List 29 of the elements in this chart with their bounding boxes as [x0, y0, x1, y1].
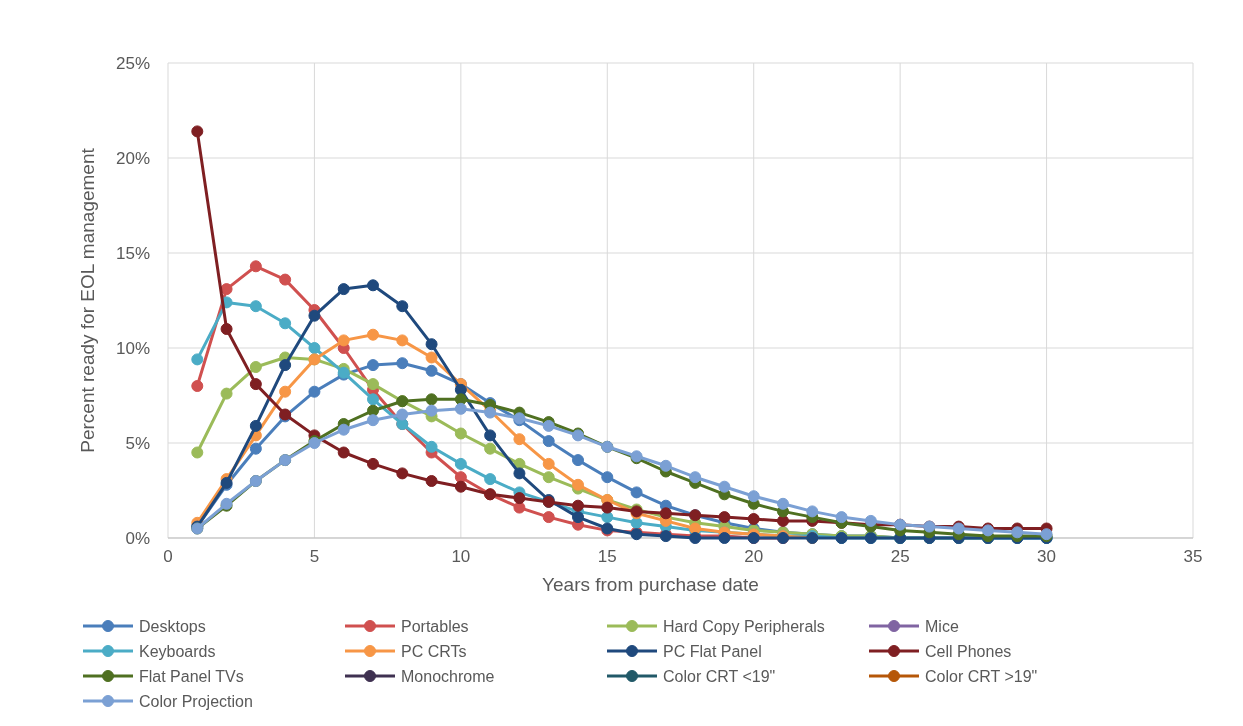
legend-label: Monochrome	[401, 667, 495, 685]
x-axis-title: Years from purchase date	[542, 574, 759, 595]
legend-label: Flat Panel TVs	[139, 667, 244, 685]
y-tick-label: 10%	[115, 338, 150, 358]
legend-label: Desktops	[139, 617, 206, 635]
x-tick-label: 25	[890, 547, 910, 566]
y-tick-label: 0%	[125, 528, 150, 548]
y-tick-label: 5%	[125, 433, 150, 453]
legend-label: PC CRTs	[401, 642, 467, 660]
legend-label: PC Flat Panel	[663, 642, 762, 660]
x-tick-label: 5	[309, 547, 320, 566]
legend-label: Mice	[925, 617, 959, 635]
x-tick-label: 35	[1183, 547, 1203, 566]
legend-label: Color CRT <19"	[663, 667, 776, 685]
x-tick-label: 10	[451, 547, 471, 566]
x-tick-label: 0	[163, 547, 173, 566]
x-tick-label: 30	[1037, 547, 1057, 566]
y-tick-label: 15%	[115, 243, 150, 263]
x-tick-label: 15	[597, 547, 617, 566]
x-tick-label: 20	[744, 547, 764, 566]
legend-label: Color Projection	[139, 692, 253, 710]
legend-label: Color CRT >19"	[925, 667, 1038, 685]
y-tick-label: 25%	[115, 53, 150, 73]
y-tick-label: 20%	[115, 148, 150, 168]
legend-label: Portables	[401, 617, 469, 635]
legend-label: Cell Phones	[925, 642, 1012, 660]
legend-label: Keyboards	[139, 642, 216, 660]
legend-label: Hard Copy Peripherals	[663, 617, 825, 635]
y-axis-title: Percent ready for EOL management	[77, 147, 98, 453]
